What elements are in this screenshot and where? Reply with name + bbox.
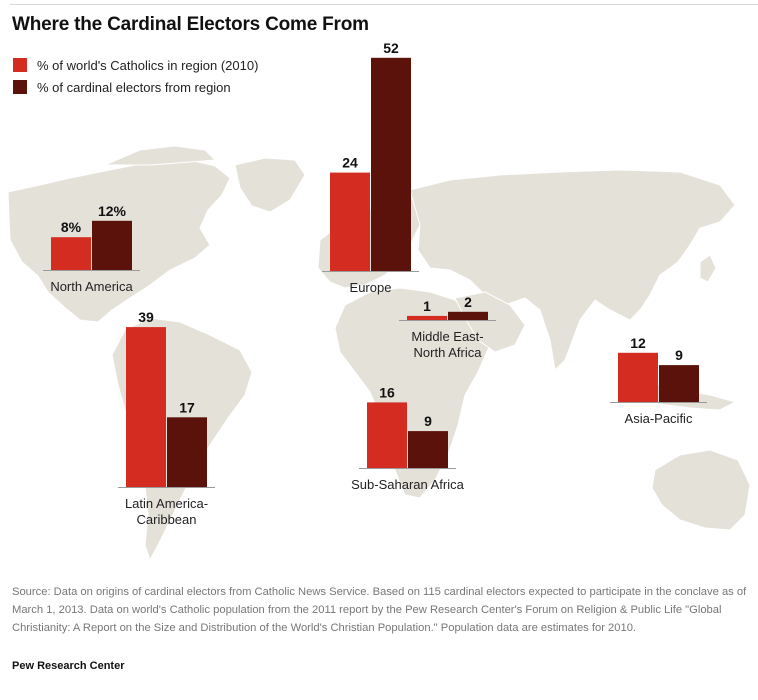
region-label-north-america: North America	[50, 279, 133, 294]
region-label-europe: Europe	[350, 280, 392, 295]
credit-label: Pew Research Center	[12, 660, 125, 672]
value-label-latin-america-caribbean-catholics: 39	[138, 309, 154, 325]
top-rule	[10, 4, 758, 5]
bar-latin-america-caribbean-catholics	[126, 327, 166, 487]
value-label-latin-america-caribbean-electors: 17	[179, 399, 195, 415]
region-label-asia-pacific: Asia-Pacific	[625, 411, 693, 426]
value-label-asia-pacific-catholics: 12	[630, 335, 646, 351]
bar-asia-pacific-catholics	[618, 352, 658, 402]
bar-middle-east-north-africa-electors	[448, 311, 488, 320]
legend-item-electors: % of cardinal electors from region	[13, 76, 258, 98]
bar-marks	[43, 57, 707, 488]
legend-item-catholics: % of world's Catholics in region (2010)	[13, 54, 258, 76]
region-label-middle-east-north-africa-line2: North Africa	[414, 345, 483, 360]
value-label-middle-east-north-africa-electors: 2	[464, 294, 472, 310]
land-canada-arctic	[104, 145, 217, 166]
bar-sub-saharan-africa-electors	[408, 431, 448, 468]
source-note: Source: Data on origins of cardinal elec…	[12, 586, 747, 634]
region-label-latin-america-caribbean: Latin America-	[125, 496, 208, 511]
value-label-middle-east-north-africa-catholics: 1	[423, 298, 431, 314]
land-arabia	[454, 291, 526, 353]
value-label-sub-saharan-africa-electors: 9	[424, 413, 432, 429]
value-label-north-america-electors: 12%	[98, 203, 127, 219]
value-label-europe-electors: 52	[383, 40, 399, 56]
region-label-middle-east-north-africa: Middle East-	[411, 329, 483, 344]
value-label-sub-saharan-africa-catholics: 16	[379, 384, 395, 400]
bar-sub-saharan-africa-catholics	[367, 402, 407, 468]
land-asia	[409, 169, 736, 372]
legend-label-catholics: % of world's Catholics in region (2010)	[37, 57, 259, 73]
bar-asia-pacific-electors	[659, 365, 699, 402]
legend-label-electors: % of cardinal electors from region	[37, 79, 231, 95]
chart-title: Where the Cardinal Electors Come From	[12, 14, 369, 35]
bar-latin-america-caribbean-electors	[167, 417, 207, 487]
region-label-latin-america-caribbean-line2: Caribbean	[137, 512, 197, 527]
value-label-north-america-catholics: 8%	[61, 219, 82, 235]
bar-middle-east-north-africa-catholics	[407, 315, 447, 320]
region-label-sub-saharan-africa: Sub-Saharan Africa	[351, 477, 465, 492]
value-label-asia-pacific-electors: 9	[675, 347, 683, 363]
legend-swatch-catholics	[13, 58, 27, 72]
bar-europe-catholics	[330, 172, 370, 271]
bar-north-america-electors	[92, 220, 132, 270]
legend: % of world's Catholics in region (2010) …	[13, 54, 258, 98]
value-label-europe-catholics: 24	[342, 155, 358, 171]
legend-swatch-electors	[13, 80, 27, 94]
land-australia	[651, 449, 751, 531]
land-greenland	[234, 157, 306, 213]
bar-europe-electors	[371, 57, 411, 271]
land-japan	[699, 254, 717, 283]
bar-north-america-catholics	[51, 237, 91, 270]
